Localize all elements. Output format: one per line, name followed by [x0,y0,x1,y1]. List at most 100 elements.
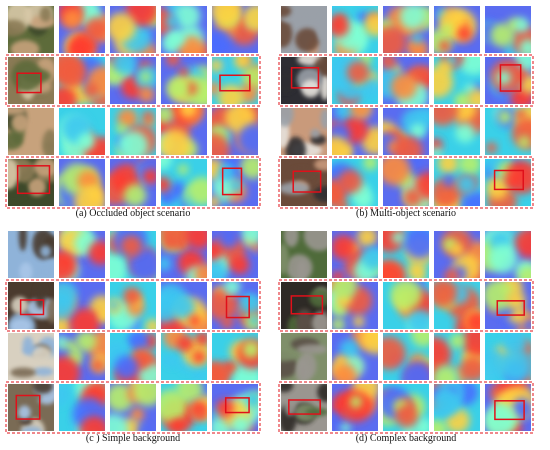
photo-blob [18,231,27,252]
heat-blob [434,366,458,380]
dashed-frame [278,54,534,107]
heat-blob [408,159,422,167]
heatmap [485,333,531,380]
heat-blob [434,67,454,98]
heat-blob [178,67,189,78]
heat-blob [363,159,378,171]
heatmap [332,159,378,206]
heatmap [161,231,207,278]
heat-blob [174,6,201,30]
heat-blob [166,57,180,67]
heat-blob [212,59,223,72]
photo-blob [8,108,27,116]
heat-blob [515,109,527,120]
region-box [292,170,322,193]
heat-blob [170,418,185,431]
dashed-frame [5,279,261,332]
heat-blob [59,250,77,278]
heat-blob [195,408,207,421]
region-box [290,67,320,89]
photo-blob [33,159,54,177]
photo [8,231,54,278]
heat-blob [443,174,455,187]
photo-blob [295,359,311,380]
heatmap [212,231,258,278]
heat-blob [194,263,207,278]
dashed-frame [5,156,261,209]
region-box [16,165,51,195]
heat-blob [114,355,139,380]
heat-blob [436,60,452,76]
heatmap [59,333,105,380]
heat-blob [212,196,220,206]
heat-blob [230,256,250,275]
photo [8,108,54,155]
heat-blob [83,82,99,98]
heat-blob [496,70,511,85]
heatmap [434,384,480,431]
heatmap [161,159,207,206]
heat-blob [434,178,461,206]
heat-blob [490,23,515,48]
photo [281,231,327,278]
heat-blob [217,163,236,181]
heatmap [161,108,207,155]
region-box [15,394,41,420]
heatmap [434,282,480,329]
heatmap [383,159,429,206]
heat-blob [110,299,119,311]
heat-blob [91,358,105,373]
photo-blob [303,231,327,251]
heatmap [161,57,207,104]
heat-blob [332,317,345,329]
heatmap [59,384,105,431]
heat-blob [88,240,105,265]
dashed-frame [278,279,534,332]
heat-blob [498,110,512,124]
photo-blob [22,336,34,353]
heatmap [59,108,105,155]
photo-blob [32,384,53,394]
heatmap [383,231,429,278]
heat-blob [364,13,378,37]
heat-blob [434,387,461,417]
heat-blob [518,136,531,149]
photo-blob [11,60,42,92]
heat-blob [488,243,518,274]
photo-blob [19,262,33,278]
photo-blob [45,258,54,278]
heat-blob [457,26,472,42]
heat-blob [450,333,465,349]
heat-blob [128,248,156,278]
heat-blob [170,294,195,319]
heatmap [383,57,429,104]
heat-blob [394,136,423,155]
heat-blob [504,160,531,194]
heatmap [59,282,105,329]
heat-blob [179,108,198,119]
heatmap [383,333,429,380]
heat-blob [187,176,207,206]
heat-blob [460,356,480,380]
heatmap [485,6,531,53]
heat-blob [522,318,531,329]
heat-blob [123,183,147,206]
heat-blob [176,384,203,403]
heat-blob [335,354,346,366]
heat-blob [454,92,471,104]
photo-blob [11,296,29,314]
heat-blob [359,77,378,100]
heatmap [161,384,207,431]
heat-blob [161,159,173,170]
heatmap [383,384,429,431]
heat-blob [462,333,480,357]
heat-blob [59,57,87,88]
photo-blob [26,391,42,403]
heat-blob [142,168,156,185]
dashed-frame [5,381,261,434]
photo [8,159,54,206]
heat-blob [383,159,410,186]
heatmap [110,384,156,431]
heat-blob [212,132,230,155]
heat-blob [219,231,239,248]
